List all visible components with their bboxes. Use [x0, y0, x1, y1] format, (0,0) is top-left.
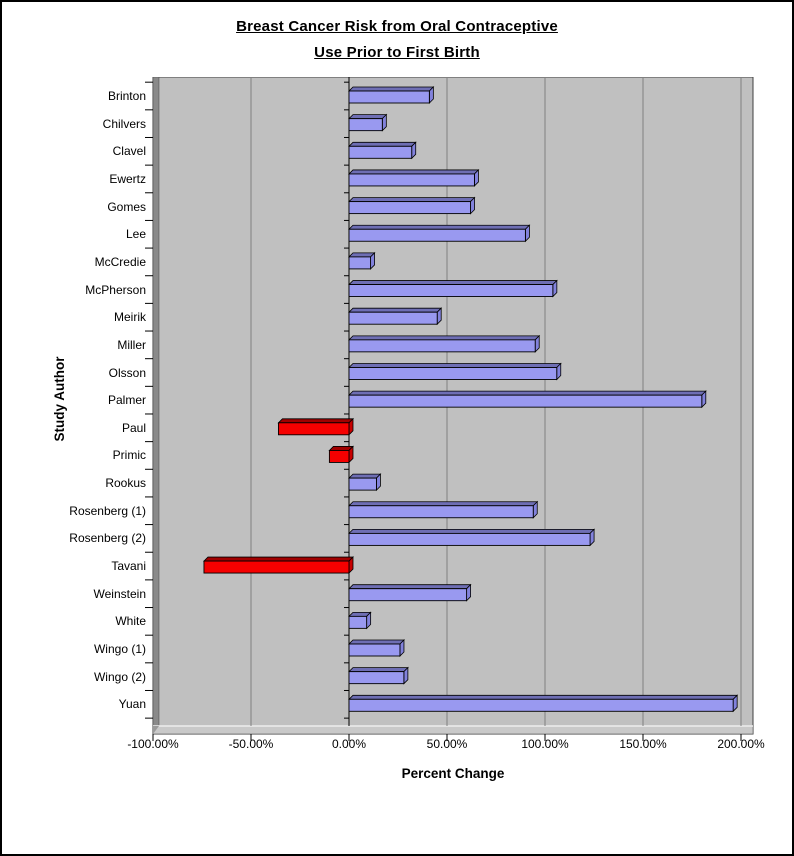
x-axis-tick-label--5000: -50.00% — [228, 737, 274, 751]
bar-top-face — [348, 667, 409, 673]
bar-top-face — [202, 556, 354, 562]
y-axis-label-rosenberg-1-: Rosenberg (1) — [69, 503, 146, 518]
plot-side-wall — [152, 77, 160, 735]
bar-miller — [348, 339, 536, 353]
y-axis-label-gomes: Gomes — [107, 199, 146, 214]
y-axis-label-palmer: Palmer — [107, 393, 146, 408]
x-axis-tick-label-10000: 100.00% — [521, 737, 569, 751]
bar-top-face — [348, 528, 596, 534]
y-axis-label-rosenberg-2-: Rosenberg (2) — [69, 531, 146, 546]
plot-floor — [152, 725, 754, 735]
y-axis-label-tavani: Tavani — [111, 559, 146, 574]
bar-top-face — [348, 114, 388, 120]
bar-brinton — [348, 90, 430, 104]
bar-top-face — [348, 169, 480, 175]
bar-tavani — [203, 560, 350, 574]
bar-palmer — [348, 394, 703, 408]
y-axis-label-clavel: Clavel — [112, 144, 146, 159]
y-axis-label-lee: Lee — [125, 227, 146, 242]
y-axis-label-wingo-1-: Wingo (1) — [93, 642, 146, 656]
y-axis-label-wingo-2-: Wingo (2) — [93, 669, 146, 684]
plot-area — [145, 77, 765, 749]
bar-paul — [277, 422, 350, 436]
bar-white — [348, 615, 368, 629]
y-axis-label-miller: Miller — [117, 337, 146, 352]
y-axis-label-primic: Primic — [112, 448, 146, 463]
bar-gomes — [348, 201, 471, 215]
x-axis-title: Percent Change — [401, 766, 505, 781]
bar-clavel — [348, 145, 413, 159]
bar-meirik — [348, 311, 438, 325]
bar-top-face — [348, 694, 739, 700]
y-axis-title: Study Author — [52, 356, 67, 442]
bar-top-face — [348, 141, 417, 147]
y-axis-label-meirik: Meirik — [114, 310, 146, 325]
bar-top-face — [348, 224, 531, 230]
x-axis-tick-label-15000: 150.00% — [619, 737, 667, 751]
bar-ewertz — [348, 173, 475, 187]
chart-title-line-2: Use Prior to First Birth — [314, 44, 480, 61]
bar-weinstein — [348, 588, 468, 602]
bar-lee — [348, 228, 526, 242]
bar-olsson — [348, 367, 558, 380]
bar-rookus — [348, 477, 377, 491]
y-axis-label-brinton: Brinton — [107, 89, 146, 103]
bar-top-face — [348, 584, 472, 590]
bar-top-face — [277, 418, 354, 424]
bar-top-face — [348, 501, 539, 507]
bar-top-face — [348, 639, 405, 645]
bar-rosenberg-2- — [348, 532, 591, 546]
y-axis-label-paul: Paul — [121, 420, 146, 435]
bar-wingo-1- — [348, 643, 401, 657]
bar-top-face — [348, 280, 558, 285]
bar-primic — [328, 450, 350, 463]
floor-bevel — [153, 726, 159, 734]
y-axis-label-rookus: Rookus — [105, 476, 146, 491]
bar-rosenberg-1- — [348, 505, 534, 519]
y-axis-label-olsson: Olsson — [108, 365, 146, 380]
y-axis-label-mcpherson: McPherson — [85, 282, 146, 297]
bar-top-face — [348, 473, 382, 479]
x-axis-tick-label-000: 0.00% — [331, 737, 367, 751]
bar-mccredie — [348, 256, 372, 270]
y-axis-label-weinstein: Weinstein — [93, 586, 146, 601]
x-axis-tick-label-20000: 200.00% — [717, 737, 765, 751]
bar-chilvers — [348, 118, 383, 132]
y-axis-label-white: White — [115, 614, 146, 629]
chart-title-line-1: Breast Cancer Risk from Oral Contracepti… — [236, 18, 558, 35]
bar-yuan — [348, 698, 734, 712]
bar-top-face — [348, 86, 435, 92]
bar-mcpherson — [348, 284, 554, 298]
x-axis-tick-label-5000: 50.00% — [426, 737, 468, 751]
bar-top-face — [348, 363, 562, 368]
bar-top-face — [348, 335, 541, 341]
bar-top-face — [348, 197, 476, 202]
bar-top-face — [348, 307, 443, 313]
y-axis-label-yuan: Yuan — [118, 697, 146, 712]
y-axis-label-mccredie: McCredie — [94, 254, 146, 269]
x-axis-tick-label--10000: -100.00% — [127, 737, 179, 751]
y-axis-label-chilvers: Chilvers — [102, 116, 146, 131]
bar-wingo-2- — [348, 671, 405, 685]
y-axis-label-ewertz: Ewertz — [109, 171, 146, 186]
bar-top-face — [348, 390, 707, 396]
